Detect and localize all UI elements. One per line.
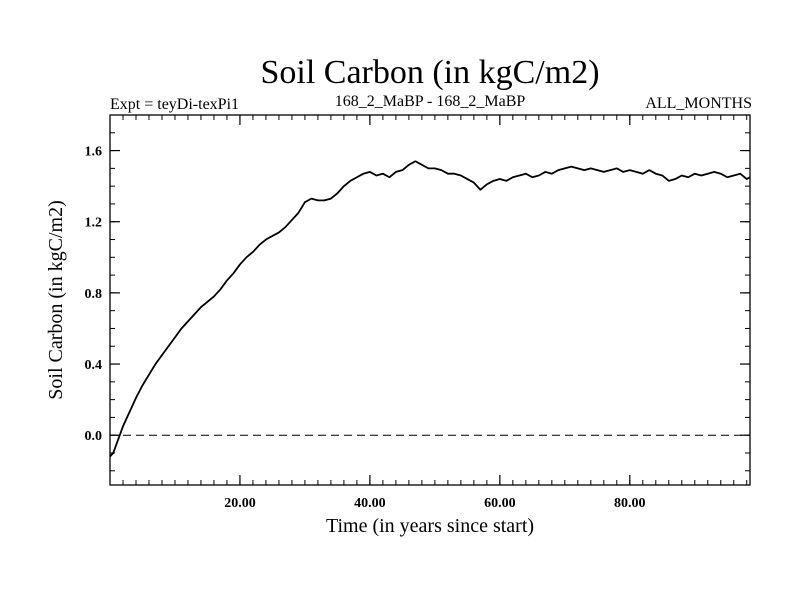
y-tick-label: 1.6 [85,145,103,160]
x-tick-label: 20.00 [224,496,256,511]
x-tick-label: 60.00 [484,496,516,511]
y-axis-label: Soil Carbon (in kgC/m2) [45,200,67,399]
subtitle-period: 168_2_MaBP - 168_2_MaBP [335,93,526,110]
x-tick-label: 40.00 [354,496,386,511]
major-ticks [110,115,750,485]
y-tick-label: 1.2 [85,216,103,231]
x-tick-label: 80.00 [614,496,646,511]
subtitle-months: ALL_MONTHS [645,95,752,112]
y-tick-label: 0.4 [85,358,103,373]
plot-frame [109,114,751,486]
series-line-soil-carbon [109,160,751,458]
y-tick-label: 0.0 [85,429,103,444]
subtitle-experiment: Expt = teyDi-texPi1 [110,96,239,113]
x-axis-label: Time (in years since start) [326,515,534,537]
minor-ticks [110,115,750,485]
x-tick-labels: 20.00 40.00 60.00 80.00 [224,496,645,511]
chart-title: Soil Carbon (in kgC/m2) [260,54,599,91]
y-tick-labels: 0.0 0.4 0.8 1.2 1.6 [85,145,103,445]
y-tick-label: 0.8 [85,287,103,302]
